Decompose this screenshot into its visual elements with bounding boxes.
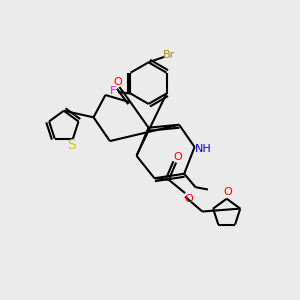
Text: S: S xyxy=(67,138,76,152)
Text: F: F xyxy=(110,85,117,96)
Text: O: O xyxy=(184,194,193,204)
Text: O: O xyxy=(114,76,123,87)
Text: Br: Br xyxy=(163,50,176,61)
Text: O: O xyxy=(223,187,232,197)
Text: O: O xyxy=(173,152,182,161)
Text: NH: NH xyxy=(194,144,211,154)
